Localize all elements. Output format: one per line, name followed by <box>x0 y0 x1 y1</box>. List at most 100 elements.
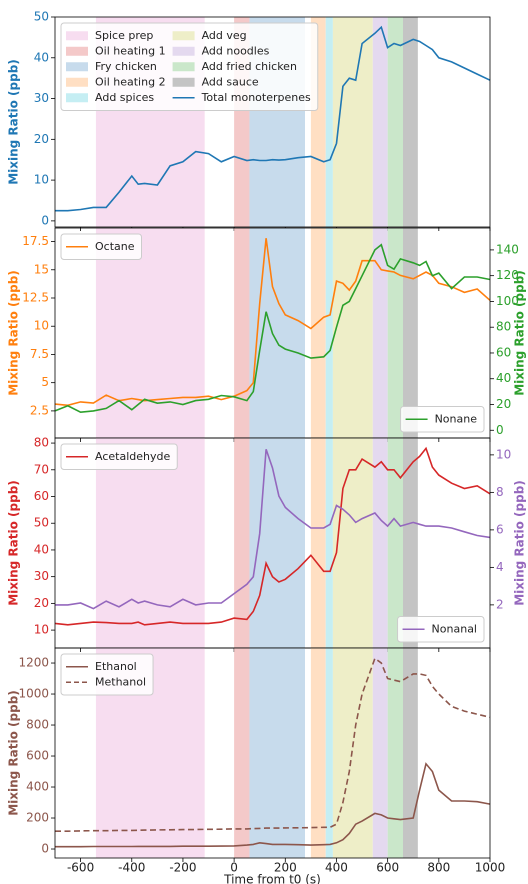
legend-label: Octane <box>95 240 135 253</box>
y-tick-label: 40 <box>496 371 511 385</box>
event-region <box>332 648 373 858</box>
legend: Acetaldehyde <box>60 443 178 470</box>
legend-label: Add sauce <box>202 75 259 88</box>
y-tick-label: 7.5 <box>30 347 49 361</box>
legend-swatch <box>66 46 88 56</box>
y-axis-label: Mixing Ratio (ppb) <box>513 270 527 396</box>
x-tick-label: 800 <box>427 861 450 875</box>
y-tick-label: 80 <box>34 436 49 450</box>
event-region <box>332 438 373 648</box>
legend-label: Nonane <box>435 412 478 425</box>
y-tick-label: 20 <box>34 596 49 610</box>
legend: Ethanol Methanol <box>60 653 154 696</box>
legend-swatch <box>172 77 195 87</box>
legend-swatch <box>172 46 195 56</box>
y-axis-label: Mixing Ratio (ppb) <box>7 270 21 396</box>
event-region <box>387 648 403 858</box>
y-tick-label: 120 <box>496 268 519 282</box>
legend-label: Spice prep <box>95 29 153 42</box>
y-tick-label: 40 <box>34 542 49 556</box>
legend-swatch <box>66 77 88 87</box>
y-tick-label: 8 <box>496 485 504 499</box>
x-tick-label: 400 <box>325 861 348 875</box>
y-tick-label: 0 <box>41 842 49 856</box>
legend-label: Acetaldehyde <box>95 450 170 463</box>
legend-box <box>60 233 142 260</box>
event-region <box>310 438 326 648</box>
y-tick-label: 1000 <box>18 687 49 701</box>
series-line <box>55 25 491 212</box>
y-tick-label: 70 <box>34 462 49 476</box>
event-region <box>403 438 418 648</box>
x-tick-label: -200 <box>169 861 196 875</box>
legend-swatch <box>66 93 88 103</box>
y-tick-label: 40 <box>34 50 49 64</box>
legend-swatch <box>66 62 88 72</box>
event-region <box>325 438 333 648</box>
y-axis-label: Mixing Ratio (ppb) <box>7 690 21 816</box>
event-region <box>325 17 333 227</box>
x-tick-label: 200 <box>274 861 297 875</box>
y-tick-label: 4 <box>496 560 504 574</box>
event-region <box>325 648 333 858</box>
y-tick-label: 17.5 <box>22 234 49 248</box>
legend: Octane <box>60 233 142 260</box>
y-tick-label: 10 <box>34 623 49 637</box>
event-region <box>234 438 250 648</box>
x-tick-label: -400 <box>118 861 145 875</box>
y-tick-label: 30 <box>34 569 49 583</box>
event-region <box>325 228 333 438</box>
y-tick-label: 6 <box>496 522 504 536</box>
legend-label: Add veg <box>202 29 247 42</box>
series-line <box>55 762 491 848</box>
series-line <box>54 446 491 626</box>
legend: Nonane <box>400 406 485 433</box>
legend-label: Add fried chicken <box>202 60 297 73</box>
y-tick-label: 5 <box>41 375 49 389</box>
event-region <box>234 648 250 858</box>
y-axis-label: Mixing Ratio (ppb) <box>7 59 21 185</box>
event-region <box>249 228 305 438</box>
y-tick-label: 800 <box>26 718 49 732</box>
y-tick-label: 20 <box>34 132 49 146</box>
y-tick-label: 10 <box>34 173 49 187</box>
y-axis-label: Mixing Ratio (ppb) <box>7 480 21 606</box>
event-region <box>310 648 326 858</box>
y-tick-label: 15 <box>34 262 49 276</box>
event-region <box>332 228 373 438</box>
x-tick-label: 600 <box>376 861 399 875</box>
legend-label: Oil heating 2 <box>95 75 166 88</box>
y-tick-label: 2.5 <box>30 403 49 417</box>
y-tick-label: 0 <box>41 213 49 227</box>
x-tick-label: 1000 <box>475 861 506 875</box>
legend-box <box>60 443 178 470</box>
event-region <box>95 438 205 648</box>
x-tick-label: -600 <box>67 861 94 875</box>
event-region <box>310 228 326 438</box>
y-tick-label: 200 <box>26 811 49 825</box>
legend-box <box>60 653 154 696</box>
event-region <box>403 17 418 227</box>
event-region <box>403 648 418 858</box>
legend-label: Add spices <box>95 91 154 104</box>
y-tick-label: 60 <box>496 345 511 359</box>
event-region <box>387 17 403 227</box>
legend-box <box>400 406 485 433</box>
y-tick-label: 12.5 <box>22 291 49 305</box>
legend-swatch <box>172 31 195 41</box>
y-tick-label: 600 <box>26 749 49 763</box>
legend-label: Add noodles <box>202 44 270 57</box>
event-region <box>249 648 305 858</box>
y-tick-label: 140 <box>496 242 519 256</box>
y-tick-label: 0 <box>496 423 504 437</box>
legend-label: Ethanol <box>95 660 137 673</box>
y-tick-label: 400 <box>26 780 49 794</box>
y-axis-label: Mixing Ratio (ppb) <box>513 480 527 606</box>
event-region <box>372 438 388 648</box>
legend-label: Total monoterpenes <box>201 91 311 104</box>
y-tick-label: 20 <box>496 397 511 411</box>
y-tick-label: 2 <box>496 597 504 611</box>
y-tick-label: 50 <box>34 10 49 24</box>
series-line <box>55 449 491 610</box>
legend-box <box>397 616 485 643</box>
